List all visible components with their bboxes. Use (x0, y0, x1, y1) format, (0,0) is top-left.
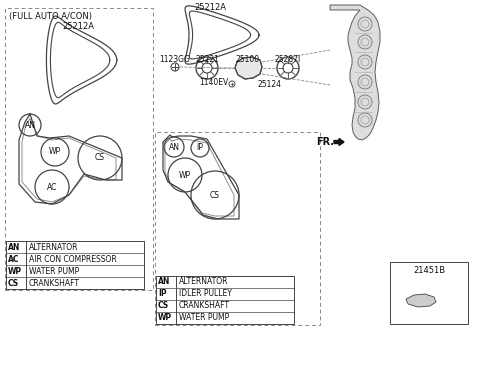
Polygon shape (330, 5, 380, 140)
Bar (390, 262, 468, 324)
Text: WP: WP (158, 314, 172, 323)
Text: AN: AN (24, 120, 36, 130)
Text: WATER PUMP: WATER PUMP (179, 314, 229, 323)
Text: IP: IP (197, 144, 204, 152)
Text: AIR CON COMPRESSOR: AIR CON COMPRESSOR (29, 255, 117, 263)
Text: AC: AC (47, 182, 57, 192)
Text: CS: CS (8, 279, 19, 288)
Text: 1140EV: 1140EV (199, 78, 228, 87)
Bar (5, 8, 153, 290)
Text: ALTERNATOR: ALTERNATOR (29, 242, 79, 252)
Text: CRANKSHAFT: CRANKSHAFT (179, 301, 230, 310)
Text: CS: CS (95, 154, 105, 163)
Text: CS: CS (158, 301, 169, 310)
Text: 1123GG: 1123GG (159, 55, 191, 64)
Text: WP: WP (179, 171, 191, 179)
Text: 25212A: 25212A (62, 22, 94, 31)
Text: IDLER PULLEY: IDLER PULLEY (179, 290, 232, 299)
Polygon shape (406, 294, 436, 307)
Text: ALTERNATOR: ALTERNATOR (179, 277, 228, 287)
Bar (155, 132, 320, 325)
Text: WATER PUMP: WATER PUMP (29, 266, 79, 276)
FancyArrow shape (334, 138, 344, 146)
Text: 25124: 25124 (257, 80, 281, 89)
Bar (156, 276, 294, 324)
Polygon shape (235, 57, 262, 79)
Text: AC: AC (8, 255, 20, 263)
Text: FR.: FR. (316, 137, 334, 147)
Text: WP: WP (8, 266, 22, 276)
Text: AN: AN (158, 277, 170, 287)
Text: AN: AN (8, 242, 20, 252)
Text: CS: CS (210, 190, 220, 200)
Text: 25212A: 25212A (194, 3, 226, 12)
Text: WP: WP (49, 147, 61, 157)
Text: 25100: 25100 (236, 55, 260, 64)
Bar (6, 241, 144, 289)
Text: AN: AN (168, 142, 180, 152)
Text: 25287I: 25287I (275, 55, 301, 64)
Text: (FULL AUTO A/CON): (FULL AUTO A/CON) (9, 12, 92, 21)
Text: 21451B: 21451B (413, 266, 445, 275)
Text: IP: IP (158, 290, 167, 299)
Text: 25221: 25221 (195, 55, 219, 64)
Text: CRANKSHAFT: CRANKSHAFT (29, 279, 80, 288)
